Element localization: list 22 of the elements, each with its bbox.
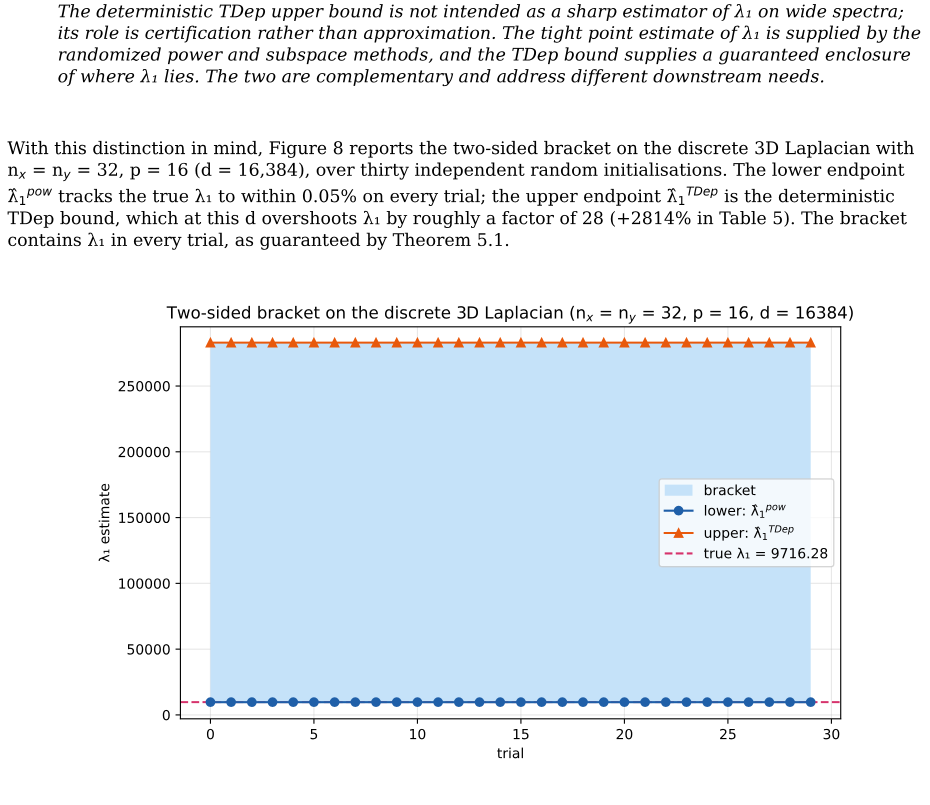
x-tick-label: 5 — [310, 729, 318, 740]
legend-label: upper: λ̂$_{1}$$^{TDep}$ — [704, 525, 794, 541]
text: The deterministic TDep upper bound is not intended as a sharp estimator of λ₁ on wide spectra; its role is certification rather than approximation. The tight point estimate of λ₁ is supplied by the randomized power and subspace methods, and the TDep bound supplies a guaranteed enclosure of where λ₁ lies. The two are complementary and address different downstream needs. — [58, 4, 920, 86]
legend-label: true λ₁ = 9716.28 — [704, 548, 828, 558]
y-tick-label: 150000 — [119, 512, 170, 524]
x-tick-label: 20 — [616, 728, 632, 740]
y-axis-title: λ₁ estimate — [98, 484, 110, 562]
x-tick-label: 25 — [720, 728, 736, 740]
chart-title: Two-sided bracket on the discrete 3D Laplacian (n$_{x}$ = n$_{y}$ = 32, p = 16, d = 16384) — [166, 306, 853, 324]
y-tick-label: 0 — [162, 710, 170, 720]
x-axis-title: trial — [497, 748, 523, 758]
y-tick-label: 50000 — [128, 644, 170, 655]
y-tick-label: 200000 — [118, 446, 170, 458]
x-tick-label: 15 — [514, 729, 529, 740]
legend-label: lower: λ̂$_{1}$$^{pow}$ — [704, 504, 786, 518]
x-tick-label: 10 — [410, 728, 426, 740]
x-tick-label: 30 — [824, 728, 840, 740]
y-tick-label: 100000 — [119, 578, 170, 589]
text: With this distinction in mind, Figure 8 reports the two-sided bracket on the discrete 3D Laplacian with n$_{x}$ = n$_{y}$ = 32, p = 16 (d = 16,384), over thirty independent random initialisations. The lower endpoint λ̂$_{1}$$^{pow}$ tracks the true λ₁ to within 0.05% on every trial; the upper endpoint λ̂$_{1}$$^{TDep}$ is the deterministic TDep bound, which at this d overshoots λ₁ by roughly a factor of 28 (+2814% in Table 5). The bracket contains λ₁ in every trial, as guaranteed by Theorem 5.1. — [8, 140, 914, 250]
y-tick-label: 250000 — [118, 381, 170, 392]
band-label: bracket — [704, 484, 756, 496]
x-tick-label: 0 — [206, 728, 214, 740]
